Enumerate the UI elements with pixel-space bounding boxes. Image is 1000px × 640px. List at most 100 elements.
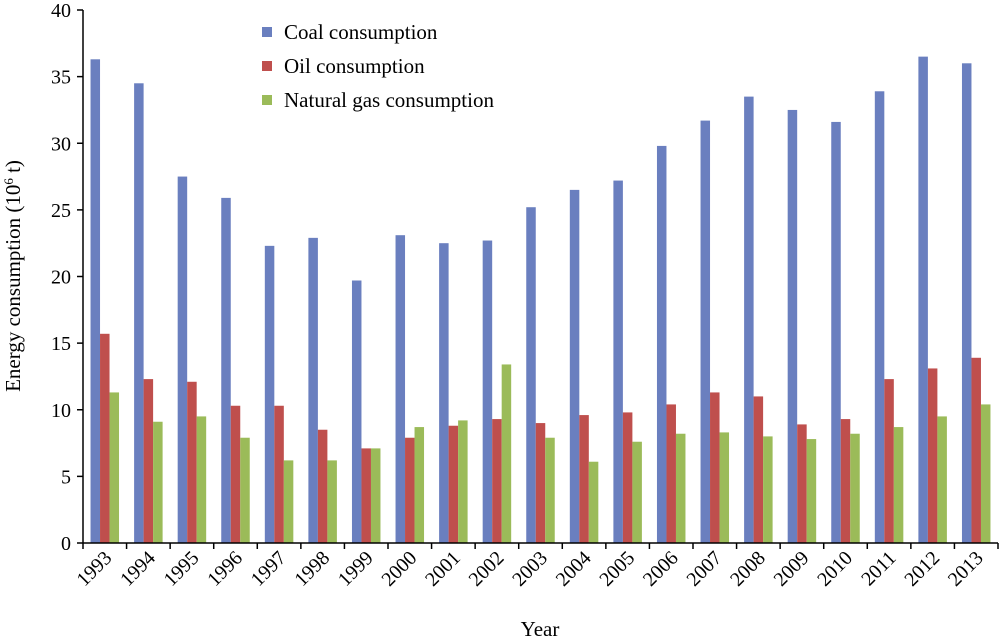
x-tick-label: 2003 [508,547,552,591]
bar-natural-gas-consumption-2012 [937,416,947,543]
x-tick-label: 1998 [290,547,334,591]
bars-layer [90,56,991,544]
x-tick-label: 2011 [857,547,900,590]
bar-oil-consumption-2007 [710,392,720,543]
x-tick-label: 1993 [72,547,116,591]
legend-label: Oil consumption [284,54,425,78]
x-tick-label: 1995 [160,547,204,591]
bar-natural-gas-consumption-2001 [458,420,468,543]
bar-coal-consumption-2013 [961,63,972,544]
bar-coal-consumption-2012 [918,56,928,543]
bar-natural-gas-consumption-2002 [501,364,512,543]
bar-oil-consumption-1997 [274,405,284,543]
bar-coal-consumption-2010 [831,121,841,544]
x-tick-label: 1997 [247,547,291,591]
x-tick-label: 1999 [334,547,378,591]
y-tick-label: 40 [51,0,71,22]
bar-natural-gas-consumption-1993 [109,392,120,543]
bar-oil-consumption-2006 [666,404,676,543]
bar-coal-consumption-1995 [177,176,188,543]
x-tick-label: 2012 [900,547,944,591]
bar-oil-consumption-2001 [448,425,459,543]
bar-coal-consumption-2008 [744,96,754,544]
bar-oil-consumption-2009 [797,424,807,543]
x-tick-label: 2000 [377,547,421,591]
legend-swatch [262,95,272,105]
bar-natural-gas-consumption-1994 [153,421,163,543]
x-tick-label: 2007 [682,547,726,591]
bar-oil-consumption-1994 [143,379,154,543]
y-tick-label: 15 [51,333,71,355]
bar-natural-gas-consumption-2004 [588,461,599,543]
bar-natural-gas-consumption-2007 [719,432,730,543]
bar-natural-gas-consumption-2008 [763,436,773,543]
bar-oil-consumption-2011 [884,379,894,543]
bar-coal-consumption-1994 [134,83,144,543]
bar-natural-gas-consumption-1996 [240,437,250,543]
y-tick-label: 25 [51,200,71,222]
bar-oil-consumption-2012 [927,368,938,543]
bar-oil-consumption-1993 [100,333,110,543]
bar-natural-gas-consumption-1998 [327,460,337,543]
legend-label: Coal consumption [284,20,438,44]
bar-natural-gas-consumption-2006 [675,433,686,543]
bar-natural-gas-consumption-2003 [545,437,555,543]
x-tick-label: 2009 [770,547,814,591]
bar-coal-consumption-2006 [656,145,667,544]
bar-coal-consumption-1993 [90,59,101,544]
bar-coal-consumption-1996 [221,197,231,543]
x-axis-title: Year [521,617,560,640]
bar-oil-consumption-1995 [187,381,197,543]
bar-coal-consumption-2003 [526,207,536,543]
x-tick-label: 2010 [813,547,857,591]
x-tick-label: 2005 [595,547,639,591]
y-tick-label: 0 [61,533,71,555]
bar-oil-consumption-2004 [579,415,589,543]
y-tick-label: 30 [51,133,71,155]
bar-natural-gas-consumption-1995 [196,416,207,543]
bar-natural-gas-consumption-2011 [893,427,904,543]
y-axis-title: Energy consumption (106 t) [1,160,26,392]
y-tick-label: 10 [51,400,71,422]
bar-natural-gas-consumption-2013 [980,404,991,543]
bar-oil-consumption-2002 [492,419,502,543]
bar-oil-consumption-2000 [405,437,415,543]
bar-natural-gas-consumption-1999 [370,448,381,543]
bar-natural-gas-consumption-2009 [806,439,817,543]
bar-coal-consumption-2001 [439,243,449,543]
bar-coal-consumption-2002 [482,240,493,543]
bar-natural-gas-consumption-2000 [414,427,425,543]
bar-coal-consumption-2004 [569,189,580,543]
bar-oil-consumption-2013 [971,357,981,543]
legend: Coal consumption Oil consumption Natural g… [262,20,494,112]
bar-oil-consumption-2008 [753,396,764,543]
bar-oil-consumption-1998 [317,429,328,543]
legend-swatch [262,61,272,71]
y-tick-label: 20 [51,267,71,289]
legend-swatch [262,27,272,37]
legend-label: Natural gas consumption [284,88,494,112]
bar-oil-consumption-2010 [840,419,851,543]
bar-coal-consumption-2005 [613,180,623,543]
bar-oil-consumption-1999 [361,448,371,543]
x-tick-label: 1996 [203,547,247,591]
bar-coal-consumption-1999 [351,280,362,543]
bar-coal-consumption-2011 [874,91,885,543]
bar-natural-gas-consumption-2010 [850,433,860,543]
x-tick-label: 2008 [726,547,770,591]
bar-oil-consumption-1996 [230,405,241,543]
bar-natural-gas-consumption-1997 [283,460,294,543]
x-tick-label: 2002 [465,547,509,591]
bar-coal-consumption-2007 [700,120,711,543]
bar-coal-consumption-2009 [787,109,798,543]
bar-oil-consumption-2005 [622,412,633,543]
bar-coal-consumption-1997 [264,245,275,544]
bar-natural-gas-consumption-2005 [632,441,642,543]
y-tick-label: 5 [61,466,71,488]
bar-coal-consumption-1998 [308,237,318,544]
bar-coal-consumption-2000 [395,235,406,543]
x-tick-label: 2013 [944,547,988,591]
bar-oil-consumption-2003 [535,423,546,543]
y-tick-label: 35 [51,67,71,89]
